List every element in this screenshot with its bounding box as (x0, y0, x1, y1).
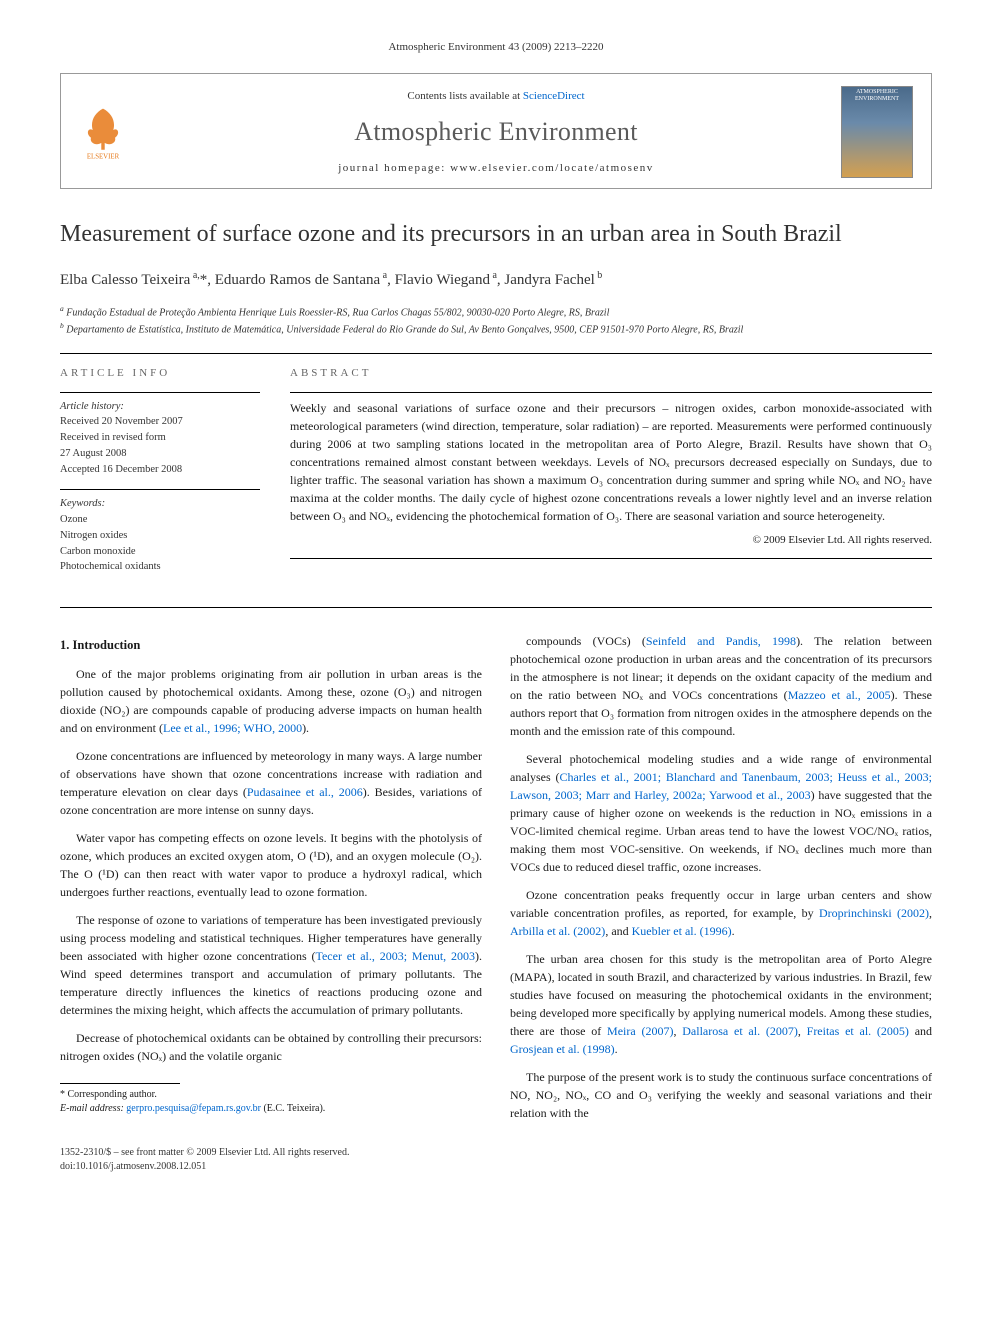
publisher-name: ELSEVIER (87, 153, 120, 160)
journal-cover-cell: ATMOSPHERIC ENVIRONMENT (841, 86, 931, 178)
elsevier-tree-logo: ELSEVIER (73, 100, 133, 160)
affiliation-b-text: Departamento de Estatística, Instituto d… (66, 324, 743, 335)
footnote-rule (60, 1083, 180, 1084)
homepage-prefix: journal homepage: (338, 162, 450, 174)
abstract-heading: ABSTRACT (290, 366, 932, 381)
email-attribution: (E.C. Teixeira). (263, 1103, 325, 1114)
separator-rule-2 (60, 607, 932, 608)
affiliations: a Fundação Estadual de Proteção Ambienta… (60, 303, 932, 338)
p8d: . (732, 924, 735, 938)
masthead-center: Contents lists available at ScienceDirec… (151, 89, 841, 176)
p9c: , (798, 1024, 807, 1038)
separator-rule (60, 353, 932, 354)
footnotes: * Corresponding author. E-mail address: … (60, 1088, 482, 1116)
publisher-logo-cell: ELSEVIER (61, 100, 151, 165)
paragraph-2: Ozone concentrations are influenced by m… (60, 747, 482, 819)
abstract-column: ABSTRACT Weekly and seasonal variations … (290, 366, 932, 587)
paragraph-3: Water vapor has competing effects on ozo… (60, 829, 482, 901)
keyword-3: Carbon monoxide (60, 544, 260, 560)
p6a: compounds (VOCs) ( (526, 634, 646, 648)
cite-mazzeo[interactable]: Mazzeo et al., 2005 (788, 688, 891, 702)
info-abstract-row: ARTICLE INFO Article history: Received 2… (60, 366, 932, 587)
affiliation-a: a Fundação Estadual de Proteção Ambienta… (60, 303, 932, 320)
journal-cover-label: ATMOSPHERIC ENVIRONMENT (844, 89, 910, 102)
cite-freitas[interactable]: Freitas et al. (2005) (807, 1024, 909, 1038)
contents-available-line: Contents lists available at ScienceDirec… (151, 89, 841, 104)
article-info-column: ARTICLE INFO Article history: Received 2… (60, 366, 260, 587)
history-line-2: Received in revised form (60, 430, 260, 446)
email-line: E-mail address: gerpro.pesquisa@fepam.rs… (60, 1102, 482, 1116)
paragraph-5: Decrease of photochemical oxidants can b… (60, 1029, 482, 1065)
footer-line-1: 1352-2310/$ – see front matter © 2009 El… (60, 1146, 932, 1160)
article-title: Measurement of surface ozone and its pre… (60, 219, 932, 250)
abstract-text: Weekly and seasonal variations of surfac… (290, 392, 932, 525)
keyword-4: Photochemical oxidants (60, 559, 260, 575)
paragraph-6: compounds (VOCs) (Seinfeld and Pandis, 1… (510, 632, 932, 740)
cite-meira[interactable]: Meira (2007) (607, 1024, 673, 1038)
body-two-column: 1. Introduction One of the major problem… (60, 632, 932, 1124)
running-header: Atmospheric Environment 43 (2009) 2213–2… (60, 40, 932, 55)
history-line-3: 27 August 2008 (60, 446, 260, 462)
paragraph-10: The purpose of the present work is to st… (510, 1068, 932, 1122)
article-history-label: Article history: (60, 399, 260, 415)
keyword-2: Nitrogen oxides (60, 528, 260, 544)
footer-line-2: doi:10.1016/j.atmosenv.2008.12.051 (60, 1160, 932, 1174)
paragraph-8: Ozone concentration peaks frequently occ… (510, 886, 932, 940)
cite-tecer-menut[interactable]: Tecer et al., 2003; Menut, 2003 (315, 949, 475, 963)
paragraph-7: Several photochemical modeling studies a… (510, 750, 932, 876)
cite-arbilla[interactable]: Arbilla et al. (2002) (510, 924, 605, 938)
abstract-copyright: © 2009 Elsevier Ltd. All rights reserved… (290, 533, 932, 548)
journal-cover-thumbnail: ATMOSPHERIC ENVIRONMENT (841, 86, 913, 178)
affiliation-a-text: Fundação Estadual de Proteção Ambienta H… (66, 307, 609, 318)
paragraph-9: The urban area chosen for this study is … (510, 950, 932, 1058)
paragraph-4: The response of ozone to variations of t… (60, 911, 482, 1019)
p9e: . (615, 1042, 618, 1056)
p8c: , and (605, 924, 631, 938)
history-line-1: Received 20 November 2007 (60, 414, 260, 430)
corresponding-author-note: * Corresponding author. (60, 1088, 482, 1102)
affiliation-b: b Departamento de Estatística, Instituto… (60, 320, 932, 337)
keyword-1: Ozone (60, 512, 260, 528)
cite-dallarosa[interactable]: Dallarosa et al. (2007) (682, 1024, 798, 1038)
article-history-block: Article history: Received 20 November 20… (60, 392, 260, 478)
p9d: and (909, 1024, 932, 1038)
p1-end: ). (302, 721, 309, 735)
journal-masthead: ELSEVIER Contents lists available at Sci… (60, 73, 932, 189)
cite-grosjean[interactable]: Grosjean et al. (1998) (510, 1042, 615, 1056)
cite-kuebler[interactable]: Kuebler et al. (1996) (632, 924, 732, 938)
abstract-bottom-rule (290, 558, 932, 559)
p9b: , (673, 1024, 682, 1038)
section-1-heading: 1. Introduction (60, 636, 482, 655)
authors-line: Elba Calesso Teixeira a,*, Eduardo Ramos… (60, 269, 932, 291)
corresponding-email[interactable]: gerpro.pesquisa@fepam.rs.gov.br (126, 1103, 261, 1114)
homepage-url[interactable]: www.elsevier.com/locate/atmosenv (450, 162, 654, 174)
p8b: , (929, 906, 932, 920)
paragraph-1: One of the major problems originating fr… (60, 665, 482, 737)
email-label: E-mail address: (60, 1103, 124, 1114)
page-footer: 1352-2310/$ – see front matter © 2009 El… (60, 1146, 932, 1174)
contents-prefix: Contents lists available at (407, 90, 522, 102)
journal-homepage-line: journal homepage: www.elsevier.com/locat… (151, 161, 841, 176)
keywords-block: Keywords: Ozone Nitrogen oxides Carbon m… (60, 489, 260, 575)
article-info-heading: ARTICLE INFO (60, 366, 260, 381)
cite-droprinchinski[interactable]: Droprinchinski (2002) (819, 906, 929, 920)
history-line-4: Accepted 16 December 2008 (60, 462, 260, 478)
journal-name: Atmospheric Environment (151, 114, 841, 150)
cite-seinfeld[interactable]: Seinfeld and Pandis, 1998 (646, 634, 796, 648)
sciencedirect-link[interactable]: ScienceDirect (523, 90, 585, 102)
keywords-label: Keywords: (60, 496, 260, 512)
cite-lee-who[interactable]: Lee et al., 1996; WHO, 2000 (163, 721, 302, 735)
cite-pudasainee[interactable]: Pudasainee et al., 2006 (247, 785, 363, 799)
